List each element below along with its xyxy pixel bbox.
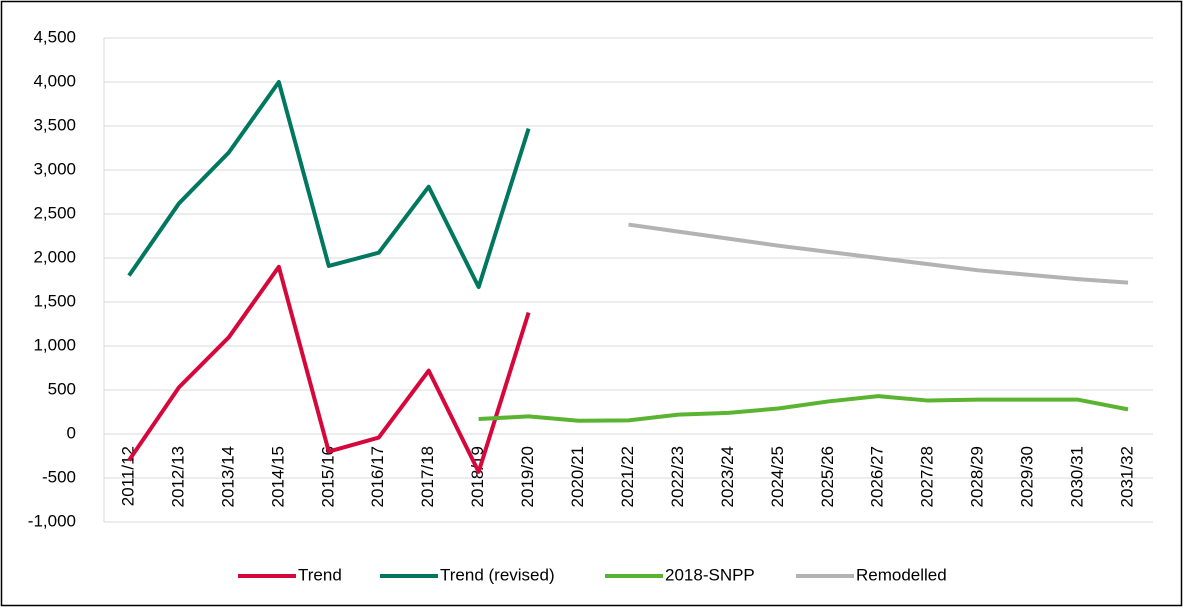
x-tick-label: 2015/16 <box>318 446 337 507</box>
y-tick-label: -500 <box>42 467 76 486</box>
legend-label: Remodelled <box>856 565 947 584</box>
series-line <box>628 222 1129 285</box>
series-line <box>127 264 531 474</box>
x-tick-label: 2022/23 <box>668 446 687 507</box>
y-tick-label: -1,000 <box>28 511 76 530</box>
x-tick-label: 2025/26 <box>818 446 837 507</box>
y-tick-label: 1,500 <box>33 291 76 310</box>
x-tick-label: 2012/13 <box>168 446 187 507</box>
x-tick-label: 2019/20 <box>518 446 537 507</box>
x-tick-label: 2024/25 <box>768 446 787 507</box>
legend-label: Trend (revised) <box>440 565 555 584</box>
y-tick-label: 3,000 <box>33 159 76 178</box>
x-tick-label: 2020/21 <box>568 446 587 507</box>
legend-label: Trend <box>298 565 342 584</box>
x-tick-label: 2014/15 <box>268 446 287 507</box>
x-tick-label: 2027/28 <box>918 446 937 507</box>
y-tick-label: 4,000 <box>33 71 76 90</box>
x-tick-label: 2016/17 <box>368 446 387 507</box>
x-tick-label: 2026/27 <box>868 446 887 507</box>
series-line <box>127 80 531 290</box>
x-tick-label: 2017/18 <box>418 446 437 507</box>
x-tick-label: 2023/24 <box>718 446 737 507</box>
y-tick-label: 500 <box>48 379 76 398</box>
series-line <box>478 394 1129 423</box>
x-tick-label: 2031/32 <box>1118 446 1137 507</box>
x-tick-label: 2021/22 <box>618 446 637 507</box>
x-tick-label: 2028/29 <box>968 446 987 507</box>
x-tick-label: 2013/14 <box>218 446 237 507</box>
x-tick-label: 2030/31 <box>1068 446 1087 507</box>
y-tick-label: 2,000 <box>33 247 76 266</box>
legend-label: 2018-SNPP <box>665 565 755 584</box>
y-tick-label: 1,000 <box>33 335 76 354</box>
x-tick-label: 2029/30 <box>1018 446 1037 507</box>
y-tick-label: 0 <box>67 423 76 442</box>
x-tick-label: 2011/12 <box>118 446 137 506</box>
y-tick-label: 3,500 <box>33 115 76 134</box>
y-tick-label: 2,500 <box>33 203 76 222</box>
y-tick-label: 4,500 <box>33 27 76 46</box>
